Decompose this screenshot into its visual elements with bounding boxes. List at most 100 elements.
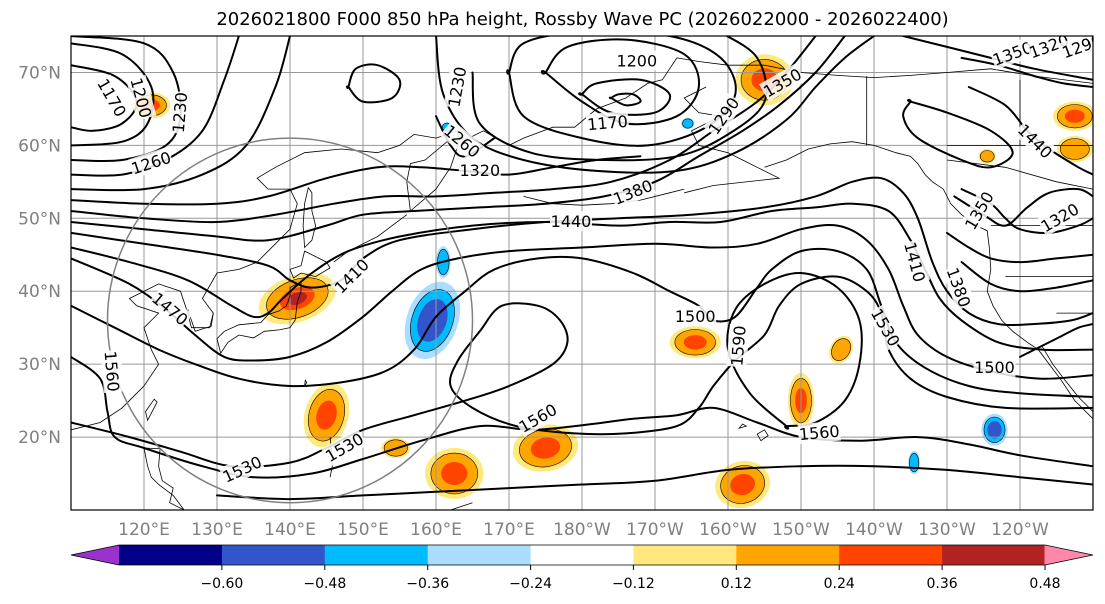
contour-label-text: 1200 xyxy=(616,52,657,71)
contour-h1230-low-outer xyxy=(506,36,737,147)
coastline-philippines xyxy=(143,447,185,510)
contour-label: 1500 xyxy=(674,305,717,326)
colorbar-tick-label: 0.48 xyxy=(1029,576,1060,592)
latitude-label: 50°N xyxy=(18,209,61,229)
anomaly-east-positive xyxy=(1052,101,1093,131)
contour-label-text: 1590 xyxy=(727,325,749,367)
anomaly-south-positive xyxy=(512,424,579,472)
coastline-ogasawara xyxy=(304,379,308,387)
colorbar-segment xyxy=(119,545,223,565)
longitude-axis: 120°E 130°E 140°E 150°E 160°E 170°E 180°W 170°W… xyxy=(118,520,1049,540)
latitude-axis: 70°N 60°N 50°N 40°N 30°N 20°N xyxy=(18,64,61,449)
coastline-hudson-region xyxy=(946,159,1093,190)
colorbar-segment xyxy=(530,545,635,565)
contour-label: 1230 xyxy=(167,90,192,135)
colorbar-tick-label: 0.12 xyxy=(721,576,752,592)
longitude-label: 150°E xyxy=(337,520,389,540)
coastline-sakhalin xyxy=(302,186,317,249)
latitude-label: 60°N xyxy=(18,136,61,156)
longitude-label: 180°W xyxy=(553,520,611,540)
contour-label-text: 1500 xyxy=(675,307,716,326)
colorbar-segment xyxy=(221,545,326,565)
contour-h1380-mid xyxy=(71,36,846,242)
contour-label: 1320 xyxy=(458,159,501,180)
colorbar-extend-high xyxy=(1044,545,1093,565)
anomaly-tropical-positive xyxy=(715,460,771,509)
longitude-label: 130°E xyxy=(191,520,243,540)
colorbar-extend-low xyxy=(71,545,120,565)
contour-label: 1200 xyxy=(615,50,658,71)
contour-h1440-mid xyxy=(71,202,1093,352)
contour-h1140-low-core xyxy=(608,92,642,107)
contour-label-text: 1320 xyxy=(459,161,500,180)
latitude-label: 40°N xyxy=(18,282,61,302)
anomaly-hawaii-positive xyxy=(829,335,854,364)
colorbar-tick-label: −0.60 xyxy=(200,576,243,592)
contour-h1410-east-b xyxy=(946,231,1093,264)
contour-h1290-west xyxy=(71,36,291,192)
contour-label: 1440 xyxy=(550,211,592,231)
contour-h1530-east-b xyxy=(1019,323,1093,358)
longitude-label: 160°E xyxy=(410,520,462,540)
anomaly-small-east-negative xyxy=(908,450,920,475)
contour-h1350-east xyxy=(902,36,1093,81)
contour-h1170-nwest-loop xyxy=(346,63,402,104)
contour-h1260-west xyxy=(71,36,240,177)
anomaly-sw-positive xyxy=(425,448,484,499)
contour-h1320-east xyxy=(960,56,1093,88)
contour-label: 1560 xyxy=(797,420,842,445)
coastline-alaska-coast xyxy=(676,57,1093,84)
anomaly-mid-positive xyxy=(669,326,721,359)
colorbar-outline xyxy=(70,544,1094,566)
contour-label-text: 1170 xyxy=(586,112,628,134)
contour-h1470-mid xyxy=(71,223,1093,380)
contour-label: 1170 xyxy=(585,110,630,135)
reference-circle-group xyxy=(106,137,474,504)
coastline-asia-coast xyxy=(71,57,678,431)
contour-h1260-low-outer xyxy=(471,36,768,162)
anomaly-shading xyxy=(132,54,1093,509)
colorbar-tick-label: −0.36 xyxy=(406,576,449,592)
latitude-label: 70°N xyxy=(18,64,61,84)
contour-label-text: 1560 xyxy=(798,422,840,444)
coastline-taiwan xyxy=(145,398,158,422)
contour-h1410-mid xyxy=(71,176,1093,327)
contour-h1470-east xyxy=(960,261,1093,293)
contour-label-text: 1440 xyxy=(551,212,592,231)
contour-label: 1590 xyxy=(726,324,750,368)
contour-h1590-south xyxy=(216,464,1093,501)
anomaly-wpac-positive xyxy=(303,383,350,448)
colorbar-tick-label: −0.48 xyxy=(303,576,346,592)
longitude-label: 150°W xyxy=(772,520,830,540)
latitude-label: 30°N xyxy=(18,355,61,375)
map-frame xyxy=(70,35,1094,511)
contour-h1170-west xyxy=(71,64,138,132)
colorbar-segment xyxy=(633,545,737,565)
longitude-label: 170°W xyxy=(626,520,684,540)
colorbar-tick-label: 0.24 xyxy=(824,576,855,592)
colorbar-segment xyxy=(736,545,840,565)
anomaly-kamchatka-positive xyxy=(735,54,794,106)
colorbar-segment xyxy=(942,545,1046,565)
colorbar-tick-label: −0.12 xyxy=(612,576,655,592)
contour-label: 1500 xyxy=(973,356,1016,377)
coastline-hawaii-1 xyxy=(756,429,769,442)
latitude-label: 20°N xyxy=(18,428,61,448)
coastline-micronesia-1 xyxy=(449,502,473,510)
anomaly-alaska-positive xyxy=(978,149,996,164)
longitude-label: 140°E xyxy=(264,520,316,540)
map-title: 2026021800 F000 850 hPa height, Rossby W… xyxy=(216,9,949,30)
coastline-korea xyxy=(187,309,214,332)
longitude-label: 140°W xyxy=(845,520,903,540)
colorbar-segment xyxy=(839,545,943,565)
colorbar-segment xyxy=(427,545,532,565)
contour-label-text: 1500 xyxy=(974,358,1015,377)
contour-h1350-west xyxy=(71,36,817,224)
longitude-label: 170°E xyxy=(483,520,535,540)
reference-circle xyxy=(106,137,474,504)
longitude-label: 120°E xyxy=(118,520,170,540)
colorbar: −0.60 −0.48 −0.36 −0.24 −0.12 0.12 0.24 0.36 0.4… xyxy=(70,544,1094,592)
anomaly-east2-positive xyxy=(1056,135,1093,163)
